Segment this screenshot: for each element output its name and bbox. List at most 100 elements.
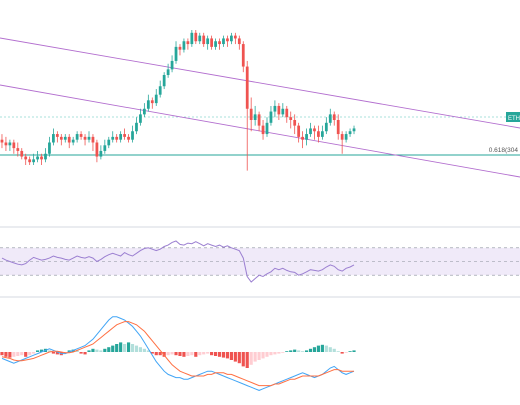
candle-body bbox=[293, 120, 297, 126]
macd-histogram-bar bbox=[0, 352, 4, 356]
candle-body bbox=[202, 35, 206, 45]
macd-histogram-bar bbox=[16, 352, 20, 356]
macd-histogram-bar bbox=[107, 347, 111, 352]
macd-histogram-bar bbox=[344, 352, 348, 353]
candle-body bbox=[67, 136, 71, 143]
macd-histogram-bar bbox=[130, 344, 135, 352]
candle-body bbox=[16, 148, 20, 151]
macd-histogram-bar bbox=[301, 351, 305, 352]
candle-body bbox=[0, 139, 4, 143]
macd-histogram-bar bbox=[316, 345, 321, 352]
candle-body bbox=[281, 108, 285, 115]
candle-body bbox=[317, 131, 320, 137]
candle-body bbox=[146, 100, 150, 109]
candle-body bbox=[103, 145, 107, 151]
macd-histogram-bar bbox=[166, 352, 170, 356]
macd-histogram-bar bbox=[39, 349, 44, 352]
candle-body bbox=[119, 134, 123, 140]
macd-histogram-bar bbox=[119, 342, 123, 352]
macd-histogram-bar bbox=[281, 352, 285, 353]
candle-body bbox=[344, 134, 348, 140]
candle-body bbox=[158, 86, 162, 95]
macd-histogram-bar bbox=[186, 352, 190, 356]
macd-histogram-bar bbox=[257, 352, 261, 360]
macd-histogram-bar bbox=[95, 349, 99, 352]
candle-body bbox=[162, 75, 166, 87]
candle-body bbox=[190, 32, 194, 45]
candle-body bbox=[261, 125, 265, 135]
macd-histogram-bar bbox=[336, 351, 340, 352]
candle-body bbox=[4, 142, 8, 146]
candle-body bbox=[135, 122, 138, 132]
macd-histogram-bar bbox=[198, 352, 202, 356]
macd-histogram-bar bbox=[111, 345, 115, 352]
candle-body bbox=[63, 136, 67, 140]
macd-histogram-bar bbox=[261, 352, 265, 359]
channel-line-upper bbox=[0, 37, 520, 129]
macd-histogram-bar bbox=[308, 348, 313, 352]
macd-histogram-bar bbox=[253, 352, 257, 362]
macd-histogram-bar bbox=[20, 352, 24, 356]
candle-body bbox=[91, 136, 95, 143]
candle-body bbox=[309, 128, 312, 135]
macd-histogram-bar bbox=[273, 352, 277, 355]
candle-body bbox=[95, 142, 99, 157]
candle-body bbox=[265, 122, 269, 135]
macd-histogram-bar bbox=[225, 352, 230, 359]
candle-body bbox=[170, 60, 174, 70]
macd-histogram-bar bbox=[352, 350, 356, 352]
macd-histogram-bar bbox=[221, 352, 226, 358]
macd-histogram-bar bbox=[332, 348, 336, 352]
candle-body bbox=[131, 131, 134, 140]
macd-histogram-bar bbox=[206, 352, 210, 354]
candle-body bbox=[289, 117, 293, 120]
candle-body bbox=[198, 35, 202, 42]
candle-body bbox=[127, 136, 130, 140]
macd-histogram-bar bbox=[28, 352, 32, 356]
candle-body bbox=[79, 134, 83, 137]
candle-body bbox=[352, 128, 356, 132]
candle-body bbox=[237, 38, 241, 45]
macd-histogram-bar bbox=[249, 352, 253, 365]
macd-histogram-bar bbox=[217, 352, 222, 357]
candle-body bbox=[142, 108, 146, 115]
candle-body bbox=[297, 125, 301, 137]
macd-histogram-bar bbox=[233, 352, 237, 362]
candle-body bbox=[328, 114, 332, 123]
macd-histogram-bar bbox=[293, 349, 297, 352]
macd-histogram-bar bbox=[24, 352, 28, 357]
candle-body bbox=[320, 131, 324, 137]
macd-histogram-bar bbox=[126, 342, 131, 352]
macd-histogram-bar bbox=[146, 350, 150, 352]
macd-histogram-bar bbox=[194, 352, 198, 357]
macd-histogram-bar bbox=[328, 347, 332, 352]
candle-body bbox=[277, 105, 281, 115]
macd-histogram-bar bbox=[8, 352, 12, 358]
macd-histogram-bar bbox=[241, 352, 245, 367]
macd-histogram-bar bbox=[289, 350, 293, 352]
candle-body bbox=[178, 46, 182, 50]
candle-body bbox=[324, 122, 328, 132]
macd-histogram-bar bbox=[320, 344, 324, 352]
macd-histogram-bar bbox=[340, 352, 344, 354]
candle-body bbox=[257, 114, 261, 126]
macd-histogram-bar bbox=[190, 352, 194, 356]
macd-histogram-bar bbox=[158, 352, 162, 356]
candle-body bbox=[20, 150, 24, 157]
candle-body bbox=[245, 66, 249, 109]
macd-histogram-bar bbox=[285, 351, 289, 352]
macd-histogram-bar bbox=[182, 352, 186, 357]
macd-histogram-bar bbox=[277, 352, 281, 354]
macd-histogram-bar bbox=[79, 352, 83, 354]
macd-histogram-bar bbox=[87, 350, 91, 352]
candle-body bbox=[206, 38, 210, 45]
candle-body bbox=[40, 156, 43, 160]
candle-body bbox=[52, 134, 55, 143]
macd-histogram-bar bbox=[229, 352, 233, 360]
channel-line-lower bbox=[0, 84, 520, 178]
candle-body bbox=[75, 134, 79, 140]
candle-body bbox=[305, 134, 308, 140]
macd-histogram-bar bbox=[123, 344, 127, 352]
